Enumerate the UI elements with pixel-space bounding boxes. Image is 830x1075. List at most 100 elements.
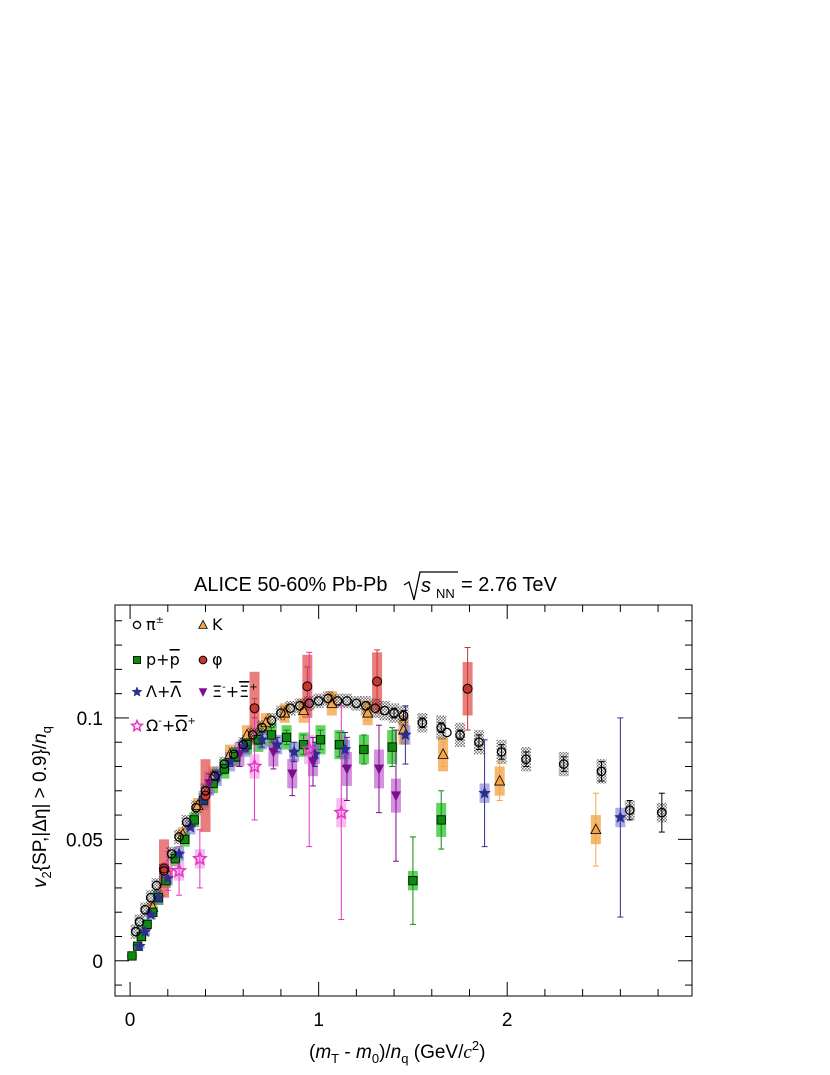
legend-entry: Ξ-+Ξ+ <box>198 682 258 701</box>
svg-text:= 2.76 TeV: = 2.76 TeV <box>461 574 557 596</box>
data-point <box>437 747 449 759</box>
data-point <box>558 759 569 769</box>
data-point <box>399 728 412 741</box>
data-point <box>379 705 390 716</box>
x-axis-title: (mT - m0)/nq (GeV/c2) <box>309 1038 485 1066</box>
data-point <box>249 703 260 714</box>
sys-box <box>181 815 192 830</box>
data-point <box>313 696 324 706</box>
sys-box <box>341 693 352 709</box>
data-point <box>270 737 284 751</box>
data-point <box>191 850 208 866</box>
sys-box <box>130 924 141 939</box>
data-point <box>315 735 326 745</box>
data-point <box>398 710 409 721</box>
sys-box <box>275 705 286 721</box>
title-energy-symbol: s <box>421 575 431 597</box>
data-point <box>521 754 531 765</box>
legend-label: Λ+Λ <box>146 682 181 701</box>
sys-box <box>379 700 390 721</box>
data-point <box>174 832 184 842</box>
data-point <box>255 733 269 746</box>
svg-text:NN: NN <box>436 586 455 601</box>
data-point <box>204 779 215 790</box>
data-point <box>624 805 635 816</box>
data-point <box>362 706 374 718</box>
data-point <box>287 769 298 780</box>
legend-entry: π± <box>132 615 164 634</box>
data-point <box>200 785 211 796</box>
data-point <box>285 703 296 714</box>
sys-box <box>313 693 324 709</box>
sys-box <box>166 846 177 862</box>
data-point <box>127 951 137 961</box>
svg-text:s: s <box>421 575 431 597</box>
y-tick-label: 0.05 <box>66 830 103 851</box>
sys-box <box>145 890 156 905</box>
legend-label: K <box>212 615 223 634</box>
data-point <box>304 698 315 709</box>
legend-label: Ω-+Ω+ <box>146 716 196 735</box>
data-point <box>171 862 188 878</box>
data-point <box>268 747 279 758</box>
data-point <box>241 728 253 740</box>
data-point <box>408 876 418 886</box>
data-point <box>266 730 277 740</box>
data-point <box>323 693 333 704</box>
data-point <box>219 759 230 769</box>
sys-box <box>332 693 343 709</box>
legend-marker <box>132 620 142 630</box>
data-point <box>389 708 399 718</box>
data-point <box>210 769 224 782</box>
data-point <box>219 764 229 774</box>
data-point <box>238 739 249 750</box>
title-energy-value: = 2.76 TeV <box>461 574 557 596</box>
chart-title: ALICE 50-60% Pb-Pb s NN = 2.76 TeV <box>194 571 557 601</box>
data-point <box>180 834 190 844</box>
data-point <box>144 907 158 921</box>
data-point <box>436 815 446 825</box>
data-point <box>359 744 369 755</box>
sys-box <box>151 878 162 893</box>
data-point <box>301 741 318 757</box>
legend-marker <box>198 655 208 665</box>
data-point <box>596 766 607 777</box>
data-point <box>247 730 258 740</box>
axis-ticks: 0 1 2 0 0.05 0.1 <box>66 605 692 1031</box>
data-point <box>159 863 170 874</box>
data-point <box>191 802 201 813</box>
data-point <box>276 708 286 718</box>
data-point <box>200 790 211 801</box>
data-point <box>374 764 384 775</box>
data-point <box>390 791 401 802</box>
svg-text:ALICE 50-60% Pb-Pb: ALICE 50-60% Pb-Pb <box>194 574 387 596</box>
legend-label: p+p <box>146 650 180 669</box>
y-tick-label: 0 <box>92 952 103 973</box>
data-point <box>151 880 162 891</box>
data-markers <box>127 676 667 961</box>
data-point <box>228 749 239 760</box>
data-point <box>351 698 362 709</box>
data-point <box>210 771 220 782</box>
sys-box <box>294 698 305 714</box>
sys-box <box>351 696 362 711</box>
data-point <box>342 696 352 706</box>
data-point <box>140 904 151 915</box>
legend-entry: Λ+Λ <box>131 682 181 701</box>
legend-label: π± <box>146 615 164 634</box>
sys-box <box>257 720 268 735</box>
sqrt-sign <box>403 571 458 601</box>
svg-text:v2{SP,|Δη| > 0.9}/nq: v2{SP,|Δη| > 0.9}/nq <box>30 726 54 888</box>
data-point <box>436 722 447 733</box>
data-point <box>266 715 277 726</box>
legend-marker <box>198 619 208 629</box>
y-tick-label: 0.1 <box>77 709 103 730</box>
data-point <box>360 700 371 711</box>
data-point <box>613 810 627 823</box>
title-main: ALICE 50-60% Pb-Pb <box>194 574 387 596</box>
plot-frame <box>114 604 693 997</box>
sys-box <box>285 700 296 716</box>
data-point <box>341 764 352 775</box>
data-point <box>370 703 381 714</box>
